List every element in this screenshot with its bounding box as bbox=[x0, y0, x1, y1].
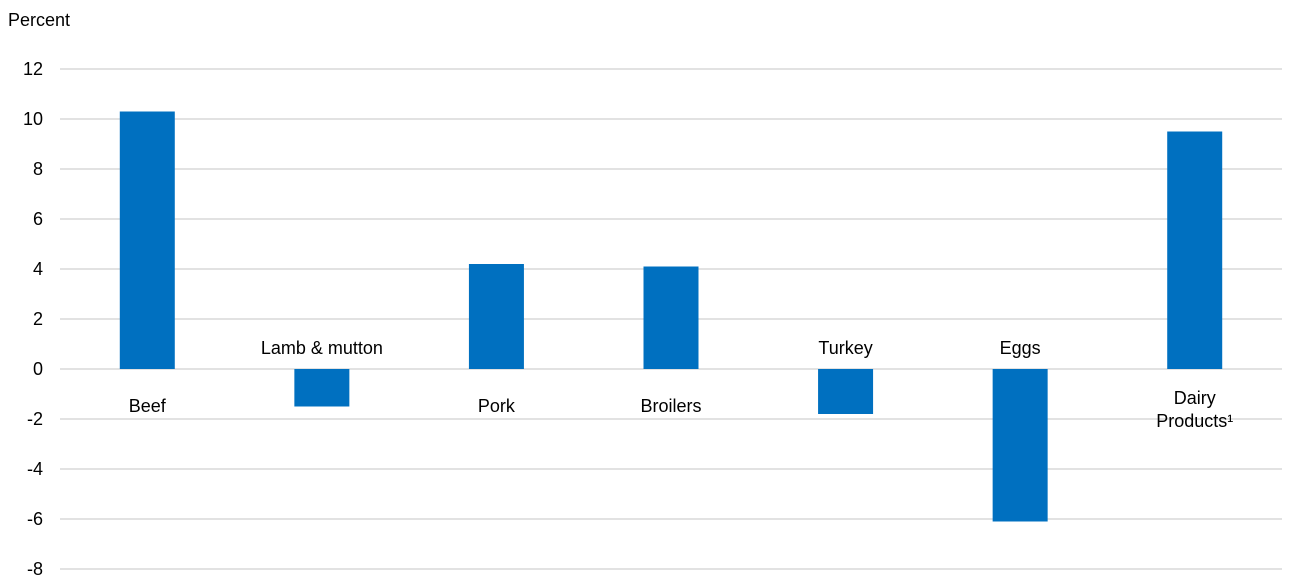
y-tick-label: -4 bbox=[27, 459, 43, 479]
bar bbox=[294, 369, 349, 407]
category-label: Pork bbox=[478, 396, 516, 416]
y-axis-label: Percent bbox=[8, 10, 70, 30]
category-label: Lamb & mutton bbox=[261, 338, 383, 358]
y-axis-ticks: 12 10 8 6 4 2 0 -2 -4 -6 -8 bbox=[23, 59, 43, 579]
y-tick-label: -8 bbox=[27, 559, 43, 579]
y-tick-label: -2 bbox=[27, 409, 43, 429]
y-tick-label: 6 bbox=[33, 209, 43, 229]
y-tick-label: 2 bbox=[33, 309, 43, 329]
bars bbox=[120, 112, 1222, 522]
category-label: Turkey bbox=[818, 338, 872, 358]
y-tick-label: 12 bbox=[23, 59, 43, 79]
category-label: Dairy Products¹ bbox=[1156, 388, 1233, 431]
bar bbox=[120, 112, 175, 370]
bar bbox=[993, 369, 1048, 522]
bar bbox=[1167, 132, 1222, 370]
category-label: Beef bbox=[129, 396, 167, 416]
y-tick-label: 0 bbox=[33, 359, 43, 379]
bar bbox=[818, 369, 873, 414]
bar bbox=[644, 267, 699, 370]
y-tick-label: 10 bbox=[23, 109, 43, 129]
y-tick-label: 8 bbox=[33, 159, 43, 179]
category-label: Eggs bbox=[1000, 338, 1041, 358]
y-tick-label: -6 bbox=[27, 509, 43, 529]
bar bbox=[469, 264, 524, 369]
y-tick-label: 4 bbox=[33, 259, 43, 279]
category-label: Broilers bbox=[640, 396, 701, 416]
